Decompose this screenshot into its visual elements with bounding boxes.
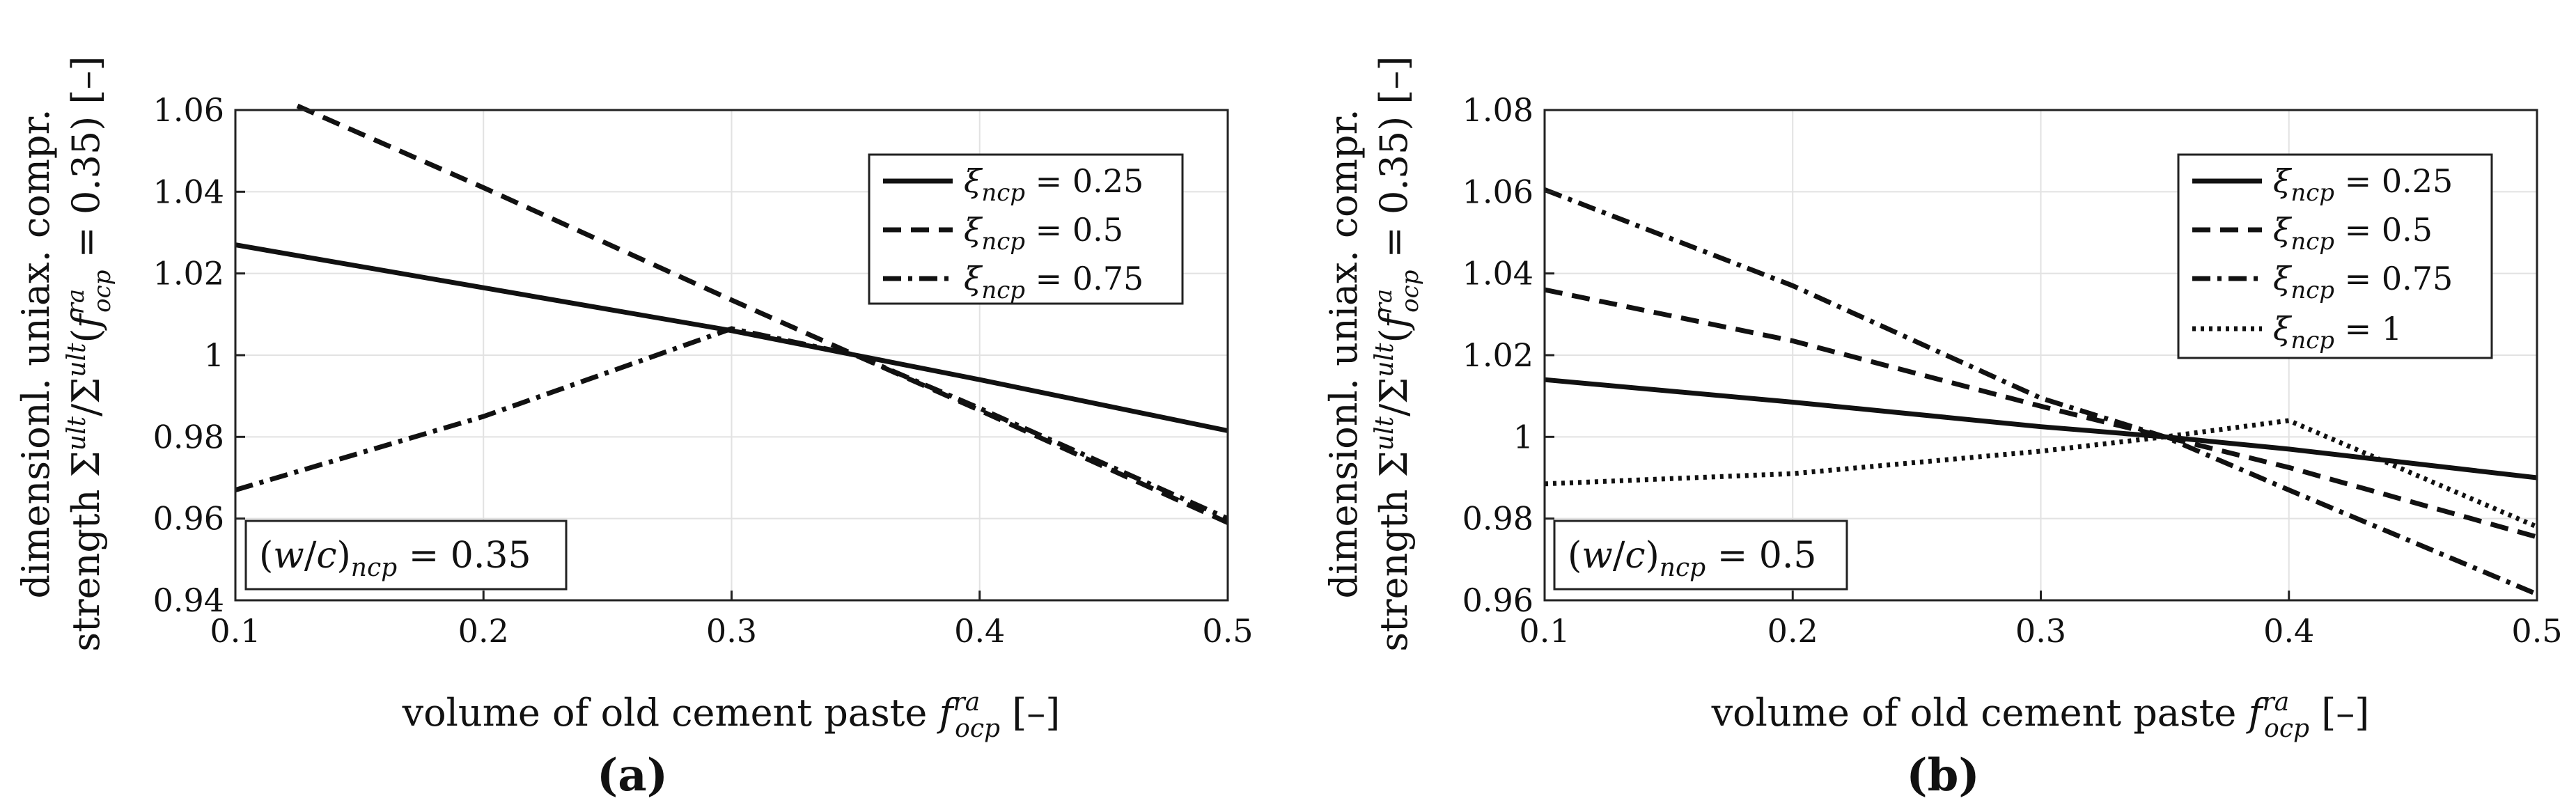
panel-b-annotation: (w/c)ncp = 0.5 bbox=[1553, 520, 1848, 591]
panel-b-legend-label-1: ξncp = 0.25 bbox=[2273, 162, 2453, 207]
panel-a-ytick-label: 1 bbox=[204, 336, 224, 374]
panel-a: dimensionl. uniax. compr. strength Σult/… bbox=[14, 56, 1254, 802]
panel-b-series-line-dashed bbox=[1544, 287, 2538, 540]
panel-b: dimensionl. uniax. compr. strength Σult/… bbox=[1322, 56, 2563, 802]
panel-b-legend-label-3: ξncp = 0.75 bbox=[2273, 260, 2453, 304]
panel-b-xtick-label: 0.4 bbox=[2263, 612, 2314, 650]
panel-b-xlabel: volume of old cement paste fra ocp [–] bbox=[1711, 688, 2370, 743]
panel-b-ylabel-line2: strength Σult/Σult(fraocp = 0.35) [–] bbox=[1370, 56, 1424, 651]
panel-b-annotation-text: (w/c)ncp = 0.5 bbox=[1568, 535, 1817, 582]
panel-b-legend-label-4: ξncp = 1 bbox=[2273, 310, 2402, 354]
panel-a-yticks: 0.94 0.96 0.98 1 1.02 1.04 1.06 bbox=[153, 91, 245, 619]
panel-a-series-line-dashed bbox=[296, 103, 1229, 525]
panel-a-ylabel-line1: dimensionl. uniax. compr. bbox=[14, 109, 58, 598]
panel-b-ytick-label: 1 bbox=[1513, 418, 1533, 455]
panel-b-ytick-label: 0.98 bbox=[1462, 500, 1533, 538]
panel-b-series-line-dashdot bbox=[1543, 187, 2538, 597]
panel-a-xtick-label: 0.1 bbox=[210, 612, 260, 650]
panel-b-annotation-box bbox=[1553, 520, 1848, 591]
panel-a-ytick-label: 1.02 bbox=[153, 255, 224, 292]
panel-b-series bbox=[1543, 187, 2538, 597]
panel-b-ytick-label: 1.06 bbox=[1462, 173, 1533, 210]
panel-b-ytick-label: 1.02 bbox=[1462, 336, 1533, 374]
panel-b-yticks: 0.96 0.98 1 1.02 1.04 1.06 1.08 bbox=[1462, 91, 1554, 619]
panel-b-xtick-label: 0.5 bbox=[2511, 612, 2562, 650]
panel-b-ytick-label: 1.04 bbox=[1462, 255, 1533, 292]
panel-a-legend-label-1: ξncp = 0.25 bbox=[964, 162, 1143, 207]
panel-a-label: (a) bbox=[597, 749, 668, 802]
panel-a-xtick-label: 0.3 bbox=[706, 612, 757, 650]
panel-a-ytick-label: 0.98 bbox=[153, 418, 224, 455]
panel-b-xtick-label: 0.1 bbox=[1519, 612, 1570, 650]
panel-b-label: (b) bbox=[1906, 749, 1979, 802]
panel-a-ytick-label: 1.06 bbox=[153, 91, 224, 129]
panel-b-series-line-solid bbox=[1544, 377, 2538, 481]
panel-b-xticks: 0.1 0.2 0.3 0.4 0.5 bbox=[1519, 591, 2563, 650]
panel-b-ytick-label: 0.96 bbox=[1462, 581, 1533, 619]
panel-b-legend-label-2: ξncp = 0.5 bbox=[2273, 211, 2433, 256]
panel-a-annotation-box bbox=[244, 520, 568, 591]
panel-b-xtick-label: 0.2 bbox=[1767, 612, 1818, 650]
panel-a-xticks: 0.1 0.2 0.3 0.4 0.5 bbox=[210, 591, 1254, 650]
panel-a-series bbox=[235, 103, 1229, 525]
panel-a-xtick-label: 0.2 bbox=[458, 612, 509, 650]
panel-b-legend-box bbox=[2177, 153, 2493, 359]
panel-a-legend: ξncp = 0.25 ξncp = 0.5 ξncp = 0.75 bbox=[868, 153, 1184, 305]
panel-a-ytick-label: 0.96 bbox=[153, 500, 224, 538]
panel-a-legend-label-2: ξncp = 0.5 bbox=[964, 211, 1123, 256]
panel-b-ylabel-line1: dimensionl. uniax. compr. bbox=[1322, 109, 1366, 598]
panel-a-xtick-label: 0.5 bbox=[1202, 612, 1253, 650]
panel-a-xtick-label: 0.4 bbox=[954, 612, 1005, 650]
panel-a-series-line-dashdot bbox=[235, 326, 1229, 521]
panel-b-xtick-label: 0.3 bbox=[2015, 612, 2066, 650]
panel-a-ytick-label: 1.04 bbox=[153, 173, 224, 210]
panel-a-legend-label-3: ξncp = 0.75 bbox=[964, 260, 1143, 304]
panel-a-annotation: (w/c)ncp = 0.35 bbox=[244, 520, 568, 591]
panel-b-legend: ξncp = 0.25 ξncp = 0.5 ξncp = 0.75 ξncp … bbox=[2177, 153, 2493, 359]
panel-a-ytick-label: 0.94 bbox=[153, 581, 224, 619]
panel-b-ytick-label: 1.08 bbox=[1462, 91, 1533, 129]
panel-a-xlabel: volume of old cement paste fra ocp [–] bbox=[402, 688, 1061, 743]
